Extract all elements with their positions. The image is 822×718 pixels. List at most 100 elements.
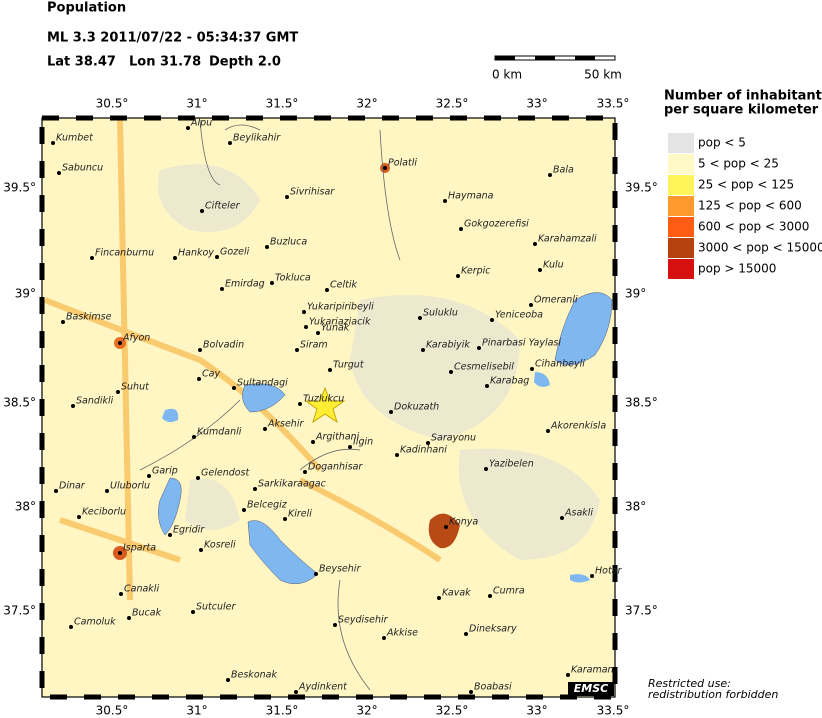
- city-dot: [295, 348, 299, 352]
- city-dot: [116, 390, 120, 394]
- city-dot: [529, 303, 533, 307]
- city-dot: [198, 348, 202, 352]
- city-label: Hankoy: [178, 248, 214, 259]
- lon-label: 33.5°: [597, 97, 630, 111]
- lat-label: 37.5°: [3, 604, 36, 618]
- city-dot: [421, 348, 425, 352]
- city-dot: [348, 445, 352, 449]
- city-dot: [199, 548, 203, 552]
- city-label: Sabuncu: [62, 163, 103, 174]
- city-label: Buzluca: [270, 237, 307, 248]
- lon-label: 32°: [356, 704, 377, 718]
- city-label: Ilgin: [353, 437, 373, 448]
- lat-label: 38.5°: [625, 396, 658, 410]
- city-dot: [270, 281, 274, 285]
- city-label: Tuzlukcu: [303, 394, 344, 405]
- legend-swatch: [668, 196, 694, 216]
- scale-bar: [494, 55, 616, 61]
- city-dot: [118, 551, 122, 555]
- city-label: Afyon: [122, 333, 150, 344]
- city-dot: [147, 474, 151, 478]
- city-dot: [449, 370, 453, 374]
- map-area: [39, 115, 618, 700]
- footer-line: Restricted use:: [648, 677, 731, 690]
- city-dot: [105, 489, 109, 493]
- city-dot: [196, 476, 200, 480]
- city-label: Akkise: [386, 628, 418, 639]
- city-dot: [395, 453, 399, 457]
- city-label: Asakli: [564, 508, 593, 519]
- city-dot: [488, 594, 492, 598]
- city-dot: [566, 673, 570, 677]
- city-dot: [302, 310, 306, 314]
- lon-label: 31.5°: [266, 704, 299, 718]
- city-dot: [538, 268, 542, 272]
- city-dot: [418, 316, 422, 320]
- city-dot: [311, 440, 315, 444]
- city-label: Karabag: [490, 376, 529, 387]
- city-label: Yukaripiribeyli: [307, 302, 374, 313]
- city-label: Sultandagi: [237, 378, 288, 389]
- city-dot: [485, 384, 489, 388]
- city-label: Seydisehir: [338, 615, 389, 626]
- city-label: Sutculer: [196, 602, 237, 613]
- city-label: Konya: [449, 517, 478, 528]
- city-label: Beylikahir: [233, 133, 281, 144]
- city-label: Pinarbasi Yaylasi: [482, 338, 561, 349]
- legend-swatch: [668, 133, 694, 153]
- city-dot: [469, 690, 473, 694]
- city-label: Yeniceoba: [495, 310, 543, 321]
- city-dot: [51, 141, 55, 145]
- city-dot: [459, 227, 463, 231]
- lat-label: 39.5°: [3, 181, 36, 195]
- city-label: Gelendost: [201, 468, 251, 479]
- lat-label: 38°: [625, 500, 646, 514]
- city-dot: [437, 596, 441, 600]
- city-label: Egridir: [173, 525, 205, 536]
- city-dot: [127, 616, 131, 620]
- event-line: ML 3.3 2011/07/22 - 05:34:37 GMT: [47, 31, 298, 46]
- lon-label: 30.5°: [96, 704, 129, 718]
- city-dot: [325, 288, 329, 292]
- city-dot: [314, 572, 318, 576]
- legend-swatch: [668, 154, 694, 174]
- city-dot: [228, 141, 232, 145]
- city-dot: [389, 410, 393, 414]
- city-label: Boabasi: [474, 682, 512, 693]
- city-label: Alpu: [190, 118, 212, 129]
- city-label: Kavak: [442, 588, 471, 599]
- city-dot: [77, 515, 81, 519]
- city-label: Siram: [300, 340, 328, 351]
- depth: Depth 2.0: [209, 55, 281, 70]
- footer-line: redistribution forbidden: [648, 688, 778, 701]
- city-label: Aydinkent: [298, 682, 348, 693]
- city-label: Karahamzali: [538, 234, 597, 245]
- city-label: Suhut: [121, 382, 150, 393]
- city-dot: [304, 325, 308, 329]
- city-label: Sivrihisar: [290, 187, 335, 198]
- city-dot: [61, 320, 65, 324]
- city-dot: [226, 678, 230, 682]
- city-label: Aksehir: [267, 419, 304, 430]
- lat-label: 39°: [15, 287, 36, 301]
- city-label: Fincanburnu: [95, 248, 154, 259]
- city-label: Garip: [152, 466, 178, 477]
- city-label: Emirdag: [225, 279, 265, 290]
- city-dot: [333, 623, 337, 627]
- lat-label: 39.5°: [625, 181, 658, 195]
- city-dot: [197, 377, 201, 381]
- lon-label: 32.5°: [436, 97, 469, 111]
- city-dot: [328, 368, 332, 372]
- legend-label: pop > 15000: [698, 262, 776, 276]
- city-dot: [168, 533, 172, 537]
- city-dot: [173, 256, 177, 260]
- legend-label: 25 < pop < 125: [698, 178, 794, 192]
- city-label: Dokuzath: [394, 402, 439, 413]
- city-label: Karaman: [571, 665, 614, 676]
- legend-swatch: [668, 175, 694, 195]
- city-label: Sarkikaraagac: [258, 479, 327, 490]
- city-dot: [560, 516, 564, 520]
- lon-label: 31.5°: [266, 97, 299, 111]
- city-label: Kadinhani: [400, 445, 447, 456]
- city-label: Kerpic: [461, 266, 491, 277]
